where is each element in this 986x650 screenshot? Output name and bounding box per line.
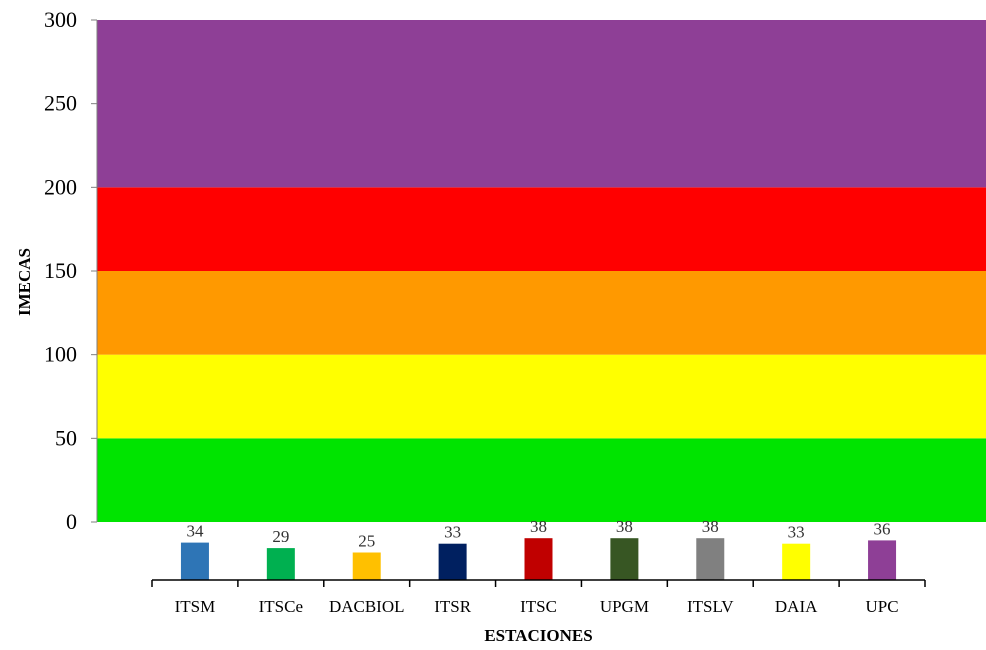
data-label-itslv: 38 [702,517,719,536]
data-label-upgm: 38 [616,517,633,536]
y-tick-label: 250 [44,91,77,116]
y-tick-label: 100 [44,342,77,367]
bar-upgm [610,538,639,580]
data-label-itsc: 38 [530,517,547,536]
x-tick-label-itsm: ITSM [175,597,216,616]
x-tick-label-upc: UPC [866,597,899,616]
background-band-3 [97,187,986,271]
data-label-itsce: 29 [272,527,289,546]
bar-itsce [266,548,295,580]
bar-itsr [438,543,467,580]
data-label-itsm: 34 [186,522,204,541]
bar-dacbiol [352,552,381,580]
x-axis-title: ESTACIONES [484,626,592,645]
x-tick-label-daia: DAIA [775,597,818,616]
data-label-upc: 36 [874,519,891,538]
background-band-4 [97,20,986,188]
y-tick-label: 50 [55,425,77,450]
x-tick-label-upgm: UPGM [600,597,649,616]
x-tick-labels: ITSM ITSCe DACBIOL ITSR ITSC UPGM ITSLV DAIA UPC [151,580,926,616]
y-tick-label: 150 [44,258,77,283]
bar-daia [782,543,811,580]
background-bands [97,20,986,522]
bar-upc [868,540,897,580]
bar-itslv [696,538,725,580]
y-tick-label: 0 [66,509,77,534]
y-tick-label: 300 [44,7,77,32]
x-tick-label-itslv: ITSLV [687,597,734,616]
x-tick-label-itsce: ITSCe [259,597,303,616]
bars: 34 29 25 33 38 38 38 33 36 [180,517,897,580]
data-label-itsr: 33 [444,523,461,542]
background-band-1 [97,354,986,439]
x-tick-label-itsc: ITSC [520,597,557,616]
data-label-daia: 33 [788,523,805,542]
bar-itsm [180,542,209,580]
y-tick-labels: 0 50 100 150 200 250 300 [44,7,97,534]
background-band-0 [97,438,986,522]
background-band-2 [97,271,986,355]
y-axis-title: IMECAS [15,248,34,316]
y-tick-label: 200 [44,174,77,199]
x-tick-label-itsr: ITSR [434,597,472,616]
x-tick-label-dacbiol: DACBIOL [329,597,405,616]
bar-itsc [524,538,553,580]
data-label-dacbiol: 25 [358,532,375,551]
